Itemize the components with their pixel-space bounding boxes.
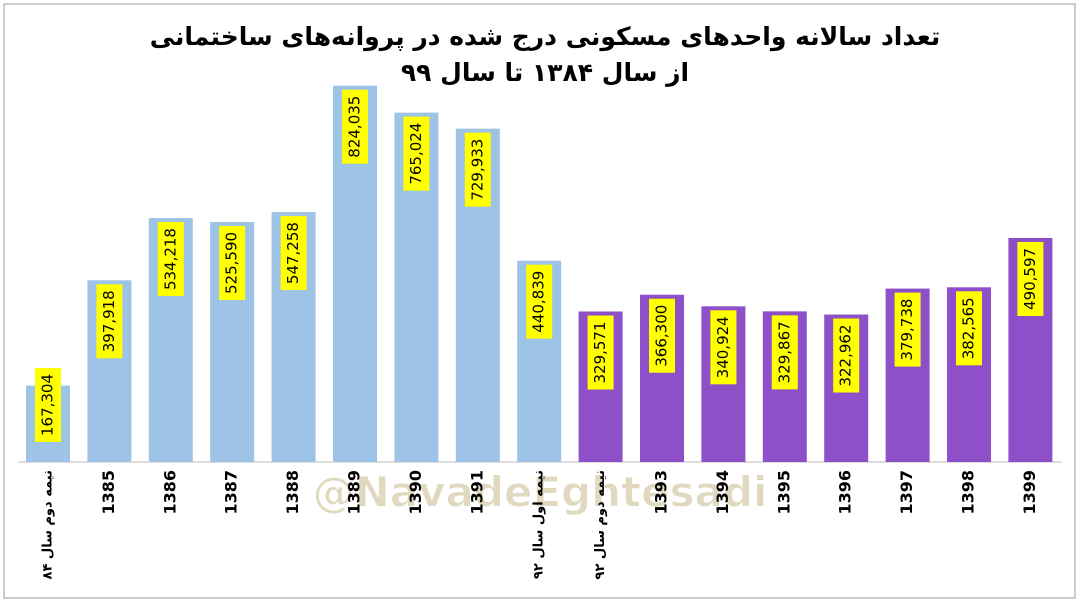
- chart-subtitle: از سال ۱۳۸۴ تا سال ۹۹: [401, 58, 689, 87]
- chart-title: تعداد سالانه واحدهای مسکونی درج شده در پ…: [150, 22, 941, 52]
- x-tick-label: نیمه اول سال ۹۲: [532, 470, 547, 579]
- value-label-box: [649, 298, 675, 373]
- value-label-box: [956, 291, 982, 366]
- x-tick-label: نیمه دوم سال ۹۲: [593, 470, 608, 579]
- value-label: 490,597: [1021, 248, 1039, 310]
- x-tick-label: 1398: [959, 470, 978, 515]
- x-tick-label: 1393: [652, 470, 671, 515]
- value-label: 397,918: [100, 290, 118, 352]
- value-label-box: [157, 222, 184, 297]
- value-label-box: [403, 116, 430, 191]
- value-label-box: [96, 284, 123, 359]
- value-label: 534,218: [161, 228, 179, 290]
- value-label: 322,962: [837, 324, 855, 386]
- x-tick-label: 1391: [467, 470, 486, 515]
- value-label-box: [35, 368, 61, 442]
- x-tick-label: 1396: [836, 470, 855, 515]
- x-tick-label: 1387: [222, 470, 241, 515]
- x-tick-label: 1388: [283, 470, 302, 515]
- value-label-box: [587, 315, 614, 390]
- value-label: 525,590: [223, 232, 241, 294]
- value-label: 167,304: [39, 374, 57, 436]
- x-tick-label: 1389: [345, 470, 364, 515]
- value-label-box: [710, 310, 737, 385]
- value-label: 824,035: [346, 96, 364, 158]
- value-label-box: [464, 132, 491, 207]
- value-label: 440,839: [530, 271, 548, 333]
- x-tick-label: 1386: [160, 470, 179, 515]
- x-tick-label: نیمه دوم سال ۸۴: [41, 470, 56, 579]
- value-label-box: [526, 264, 553, 339]
- value-label-box: [771, 315, 798, 390]
- watermark: @NavadeEghtesadi: [313, 468, 768, 517]
- value-label: 547,258: [284, 222, 302, 284]
- x-tick-label: 1385: [99, 470, 118, 515]
- x-tick-label: 1397: [897, 470, 916, 515]
- value-label: 765,024: [407, 123, 425, 185]
- x-tick-label: 1399: [1020, 470, 1039, 515]
- x-tick-label: 1395: [774, 470, 793, 515]
- value-label-box: [280, 216, 307, 291]
- value-label-box: [1017, 241, 1044, 316]
- value-label-box: [342, 89, 368, 164]
- value-label: 329,571: [591, 321, 609, 383]
- value-label-box: [833, 318, 860, 393]
- value-label: 382,565: [960, 297, 978, 359]
- value-label-box: [894, 292, 921, 367]
- value-label: 340,924: [714, 316, 732, 378]
- value-label-box: [219, 225, 246, 300]
- x-tick-label: 1390: [406, 470, 425, 515]
- x-tick-label: 1394: [713, 470, 732, 515]
- value-label: 729,933: [468, 139, 486, 201]
- value-label: 329,867: [775, 321, 793, 383]
- value-label: 366,300: [653, 305, 671, 367]
- value-label: 379,738: [898, 299, 916, 361]
